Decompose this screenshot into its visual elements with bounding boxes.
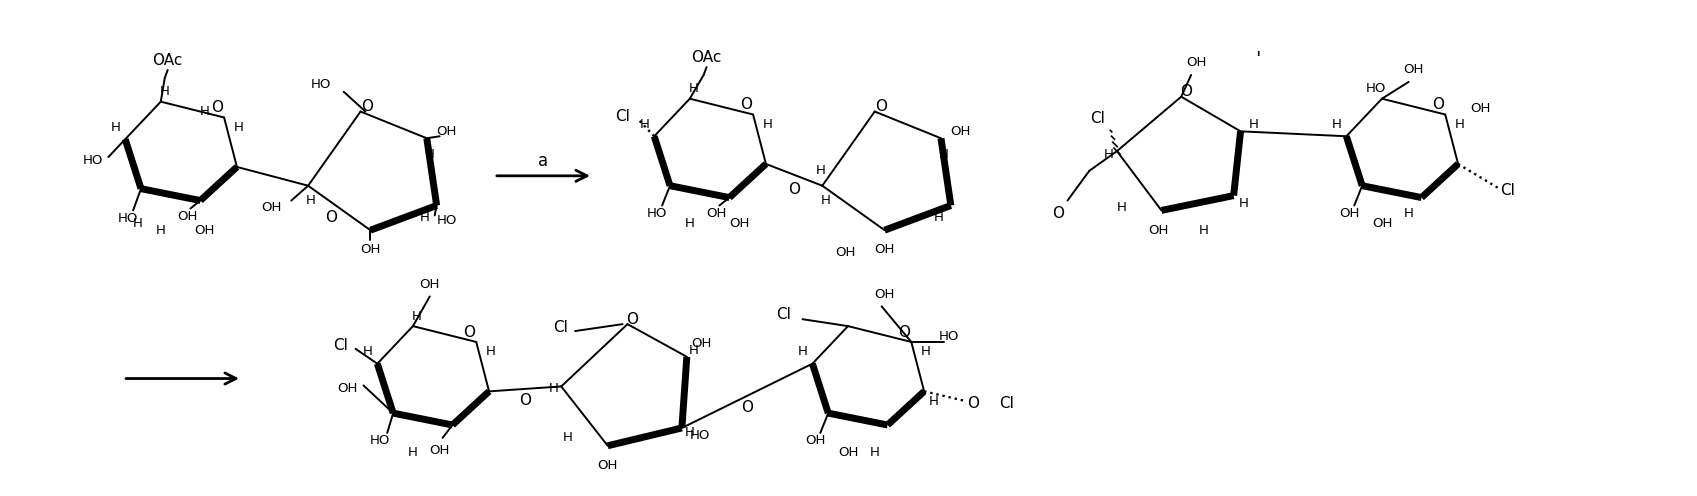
Text: O: O — [324, 210, 338, 225]
Text: HO: HO — [1366, 82, 1386, 95]
Text: HO: HO — [689, 430, 709, 442]
Text: H: H — [412, 310, 423, 323]
Text: H: H — [815, 164, 825, 178]
Text: H: H — [921, 345, 932, 358]
Text: H: H — [160, 85, 170, 98]
Text: O: O — [626, 311, 638, 327]
Text: Cl: Cl — [1000, 396, 1013, 411]
Text: H: H — [1403, 207, 1414, 220]
Text: HO: HO — [436, 214, 456, 227]
Text: OH: OH — [804, 434, 825, 447]
Text: H: H — [933, 211, 944, 224]
Text: H: H — [764, 118, 772, 131]
Text: O: O — [1432, 97, 1444, 112]
Text: O: O — [361, 99, 373, 114]
Text: HO: HO — [311, 78, 331, 91]
Text: H: H — [928, 395, 938, 408]
Text: O: O — [519, 393, 531, 408]
Text: OH: OH — [1149, 224, 1169, 237]
Text: H: H — [156, 224, 166, 237]
Text: OH: OH — [360, 244, 380, 256]
Text: OH: OH — [874, 244, 894, 256]
Text: H: H — [485, 345, 496, 358]
Text: O: O — [1052, 206, 1064, 221]
Text: H: H — [798, 345, 808, 358]
Text: H: H — [363, 345, 372, 358]
Text: H: H — [820, 194, 830, 207]
Text: H: H — [1105, 148, 1113, 161]
Text: H: H — [305, 194, 316, 207]
Text: H: H — [686, 217, 694, 230]
Text: H: H — [1117, 201, 1127, 214]
Text: OH: OH — [1403, 62, 1424, 75]
Text: H: H — [938, 148, 949, 161]
Text: H: H — [689, 344, 699, 357]
Text: OH: OH — [835, 247, 855, 259]
Text: OH: OH — [597, 459, 618, 472]
Text: H: H — [132, 217, 143, 230]
Text: OAc: OAc — [153, 53, 183, 67]
Text: OH: OH — [950, 125, 971, 138]
Text: Cl: Cl — [1500, 183, 1515, 198]
Text: H: H — [424, 148, 434, 161]
Text: ': ' — [1254, 50, 1261, 68]
Text: H: H — [1239, 197, 1249, 210]
Text: O: O — [967, 396, 979, 411]
Text: HO: HO — [119, 212, 139, 225]
Text: OH: OH — [338, 382, 358, 395]
Text: OH: OH — [1186, 56, 1207, 68]
Text: H: H — [407, 446, 417, 459]
Text: H: H — [640, 118, 650, 131]
Text: H: H — [199, 105, 209, 118]
Text: OH: OH — [706, 207, 726, 220]
Text: OAc: OAc — [691, 50, 721, 64]
Text: OH: OH — [193, 224, 214, 237]
Text: OH: OH — [838, 446, 859, 459]
Text: H: H — [871, 446, 879, 459]
Text: H: H — [548, 382, 558, 395]
Text: H: H — [1200, 224, 1208, 237]
Text: OH: OH — [730, 217, 750, 230]
Text: O: O — [463, 324, 475, 340]
Text: Cl: Cl — [1089, 111, 1105, 126]
Text: H: H — [1454, 118, 1465, 131]
Text: O: O — [210, 100, 222, 115]
Text: O: O — [787, 182, 799, 197]
Text: OH: OH — [1339, 207, 1359, 220]
Text: H: H — [689, 82, 699, 95]
Text: OH: OH — [429, 444, 450, 457]
Text: O: O — [740, 97, 752, 112]
Text: Cl: Cl — [553, 319, 568, 335]
Text: OH: OH — [176, 210, 197, 223]
Text: Cl: Cl — [333, 338, 348, 353]
Text: Cl: Cl — [616, 109, 631, 124]
Text: Cl: Cl — [776, 307, 791, 322]
Text: OH: OH — [419, 278, 440, 291]
Text: OH: OH — [874, 288, 894, 301]
Text: H: H — [1332, 118, 1341, 131]
Text: OH: OH — [691, 337, 711, 350]
Text: O: O — [898, 324, 910, 340]
Text: H: H — [563, 432, 574, 444]
Text: HO: HO — [370, 434, 390, 447]
Text: O: O — [742, 400, 753, 415]
Text: H: H — [110, 121, 120, 134]
Text: O: O — [1179, 84, 1193, 99]
Text: H: H — [686, 427, 694, 439]
Text: H: H — [419, 211, 429, 224]
Text: OH: OH — [1371, 217, 1392, 230]
Text: H: H — [1249, 118, 1259, 131]
Text: HO: HO — [938, 329, 959, 343]
Text: HO: HO — [83, 154, 104, 168]
Text: HO: HO — [647, 207, 667, 220]
Text: H: H — [234, 121, 244, 134]
Text: OH: OH — [261, 201, 282, 214]
Text: a: a — [538, 152, 548, 170]
Text: OH: OH — [1471, 102, 1492, 115]
Text: O: O — [876, 99, 888, 114]
Text: OH: OH — [436, 125, 456, 138]
